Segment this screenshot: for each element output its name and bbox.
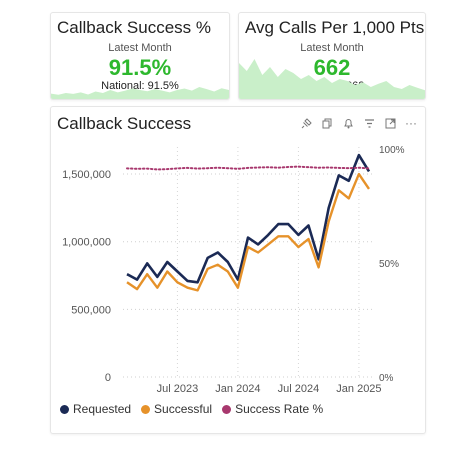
kpi-subtitle: Latest Month bbox=[300, 42, 364, 54]
legend-item-success-rate[interactable]: Success Rate % bbox=[222, 402, 323, 416]
x-tick-label: Jul 2024 bbox=[278, 383, 320, 395]
legend-dot-success-rate bbox=[222, 404, 232, 414]
legend-label: Success Rate % bbox=[235, 402, 324, 416]
legend-dot-successful bbox=[141, 404, 151, 414]
series-success-rate bbox=[126, 165, 370, 171]
visual-toolbar: ··· bbox=[298, 115, 419, 131]
legend-item-requested[interactable]: Requested bbox=[60, 402, 131, 416]
legend-label: Successful bbox=[154, 402, 213, 416]
pin-icon[interactable] bbox=[298, 115, 314, 131]
legend-label: Requested bbox=[73, 402, 132, 416]
kpi-subtitle: Latest Month bbox=[108, 42, 172, 54]
kpi-value: 662 bbox=[313, 55, 351, 80]
y2-tick-label: 100% bbox=[379, 145, 405, 156]
chart-card-callback-success[interactable]: Callback Success ··· 0 500,000 1,000,000 1,… bbox=[50, 106, 426, 434]
kpi-title: Avg Calls Per 1,000 Pts bbox=[245, 18, 425, 37]
x-tick-label: Jul 2023 bbox=[157, 383, 199, 395]
kpi-national: National: 91.5% bbox=[101, 80, 179, 92]
chart-legend: Requested Successful Success Rate % bbox=[60, 402, 323, 416]
chart-title: Callback Success bbox=[57, 114, 192, 133]
copy-icon[interactable] bbox=[319, 115, 335, 131]
filter-icon[interactable] bbox=[361, 115, 377, 131]
y2-tick-label: 0% bbox=[379, 373, 394, 384]
sparkline bbox=[51, 87, 229, 99]
y-tick-label: 500,000 bbox=[71, 304, 111, 316]
legend-item-successful[interactable]: Successful bbox=[141, 402, 212, 416]
legend-dot-requested bbox=[60, 404, 69, 414]
series-successful bbox=[126, 172, 370, 292]
sparkline bbox=[239, 59, 425, 99]
y2-tick-label: 50% bbox=[379, 259, 399, 270]
bell-icon[interactable] bbox=[340, 115, 356, 131]
expand-icon[interactable] bbox=[382, 115, 398, 131]
sparkline-area bbox=[239, 59, 425, 99]
x-tick-label: Jan 2025 bbox=[336, 383, 381, 395]
series-requested bbox=[126, 153, 371, 284]
line-chart: 0 500,000 1,000,000 1,500,000 0% 50% 100% Jul 2… bbox=[62, 145, 405, 395]
kpi-title: Callback Success % bbox=[57, 18, 212, 37]
sparkline-area bbox=[51, 87, 229, 99]
x-tick-label: Jan 2024 bbox=[215, 383, 260, 395]
kpi-value: 91.5% bbox=[108, 55, 172, 80]
y-tick-label: 1,500,000 bbox=[62, 169, 111, 181]
kpi-card-avg-calls[interactable]: Avg Calls Per 1,000 Pts Latest Month 662… bbox=[238, 12, 426, 100]
y-tick-label: 0 bbox=[105, 372, 111, 384]
more-icon[interactable]: ··· bbox=[405, 116, 417, 130]
y-tick-label: 1,000,000 bbox=[62, 237, 111, 249]
kpi-card-callback-success[interactable]: Callback Success % Latest Month 91.5% Na… bbox=[50, 12, 230, 100]
